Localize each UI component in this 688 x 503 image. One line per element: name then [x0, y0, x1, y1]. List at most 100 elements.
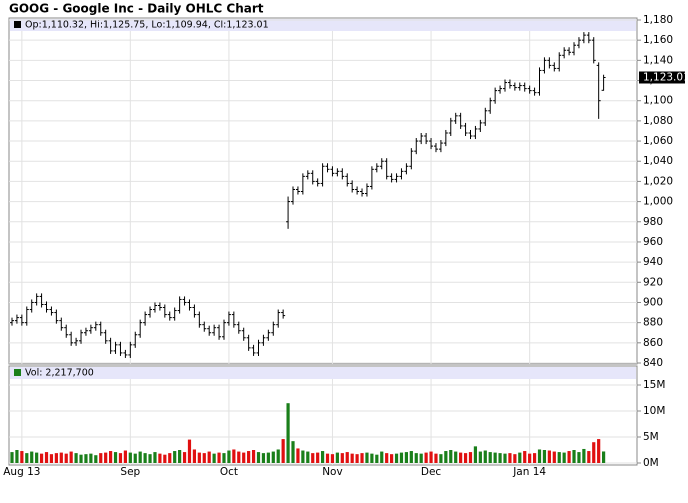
volume-bar	[291, 441, 295, 463]
volume-bar	[316, 452, 320, 463]
last-price-box	[639, 71, 685, 84]
volume-bar	[473, 446, 478, 463]
volume-bar	[84, 454, 88, 463]
volume-bar	[385, 453, 389, 463]
volume-bar	[439, 454, 443, 463]
volume-bar	[148, 454, 152, 463]
volume-bar	[35, 452, 39, 463]
volume-bar	[99, 453, 103, 463]
y-tick-label: 1,180	[643, 14, 673, 26]
volume-bar	[340, 453, 344, 463]
volume-bar	[286, 403, 290, 463]
volume-bar	[222, 453, 226, 463]
y-tick-label: 1,140	[643, 54, 673, 66]
volume-bar	[133, 453, 137, 463]
volume-bar	[242, 452, 246, 463]
y-tick-label: 1,060	[643, 135, 673, 147]
volume-bar	[404, 452, 408, 463]
volume-bar	[394, 453, 399, 463]
volume-bar	[64, 453, 68, 463]
volume-bar	[59, 452, 63, 463]
volume-bar	[104, 452, 108, 463]
volume-bar	[306, 451, 310, 463]
y-tick-label: 840	[643, 357, 663, 369]
volume-bar	[582, 448, 586, 463]
volume-bar	[587, 451, 591, 463]
volume-bar	[212, 453, 216, 463]
volume-bar	[15, 450, 19, 463]
x-tick-label: Nov	[322, 466, 343, 478]
volume-bar	[143, 453, 147, 463]
volume-bar	[414, 453, 418, 463]
volume-bar	[330, 454, 335, 463]
volume-bar	[202, 453, 206, 463]
volume-bar	[271, 451, 275, 463]
chart-title: GOOG - Google Inc - Daily OHLC Chart	[9, 2, 264, 16]
volume-bar	[113, 452, 118, 463]
volume-bar	[207, 451, 211, 463]
volume-bar	[74, 453, 78, 463]
price-legend-swatch	[14, 21, 21, 28]
volume-bar	[138, 451, 142, 463]
volume-bar	[163, 454, 167, 463]
volume-bar	[94, 455, 98, 463]
price-legend-strip	[10, 19, 636, 31]
x-tick-label: Oct	[220, 466, 238, 478]
y-tick-label: 1,100	[643, 95, 673, 107]
volume-bar	[276, 449, 280, 463]
volume-bar	[247, 451, 251, 463]
volume-bar	[434, 453, 438, 463]
volume-bar	[10, 452, 14, 463]
volume-bar	[251, 450, 256, 463]
volume-bar	[217, 452, 221, 463]
volume-bar	[542, 450, 547, 463]
volume-bar	[592, 442, 596, 463]
volume-bar	[508, 453, 512, 463]
volume-bar	[20, 451, 24, 463]
volume-bar	[360, 453, 364, 463]
volume-bar	[449, 450, 453, 463]
volume-bar	[537, 449, 542, 463]
volume-bar	[237, 451, 241, 463]
volume-panel	[8, 365, 638, 466]
volume-bar	[399, 452, 404, 463]
volume-bar	[44, 452, 49, 463]
volume-bar	[39, 453, 44, 463]
volume-bar	[197, 452, 201, 463]
y-tick-label: 0M	[643, 457, 659, 469]
y-tick-label: 960	[643, 236, 663, 248]
volume-bar	[182, 452, 187, 463]
volume-bar	[355, 454, 359, 463]
x-tick-label: Dec	[421, 466, 442, 478]
volume-bar	[79, 454, 83, 463]
volume-bar	[597, 439, 601, 463]
volume-bar	[325, 453, 330, 463]
volume-legend: Vol: 2,217,700	[25, 368, 94, 379]
volume-bar	[168, 453, 172, 463]
volume-bar	[459, 452, 463, 463]
volume-bar	[528, 453, 532, 463]
y-tick-label: 1,000	[643, 196, 673, 208]
volume-bar	[483, 450, 487, 463]
volume-bar	[54, 453, 58, 463]
volume-bar	[380, 451, 384, 463]
volume-bar	[424, 452, 428, 463]
volume-bar	[232, 449, 236, 463]
volume-bar	[178, 450, 182, 463]
volume-bar	[311, 453, 315, 463]
volume-bar	[419, 453, 423, 463]
y-tick-label: 5M	[643, 431, 659, 443]
volume-bar	[281, 439, 285, 463]
volume-bar	[30, 451, 34, 463]
volume-bar	[49, 454, 54, 463]
volume-bar	[118, 453, 123, 463]
volume-bar	[429, 451, 433, 463]
volume-bar	[572, 450, 576, 463]
x-tick-label: Aug 13	[3, 466, 40, 478]
volume-bar	[577, 452, 581, 463]
volume-bar	[128, 452, 132, 463]
y-tick-label: 900	[643, 296, 663, 308]
volume-bar	[89, 453, 93, 463]
last-price-label: 1,123.01	[643, 71, 688, 83]
